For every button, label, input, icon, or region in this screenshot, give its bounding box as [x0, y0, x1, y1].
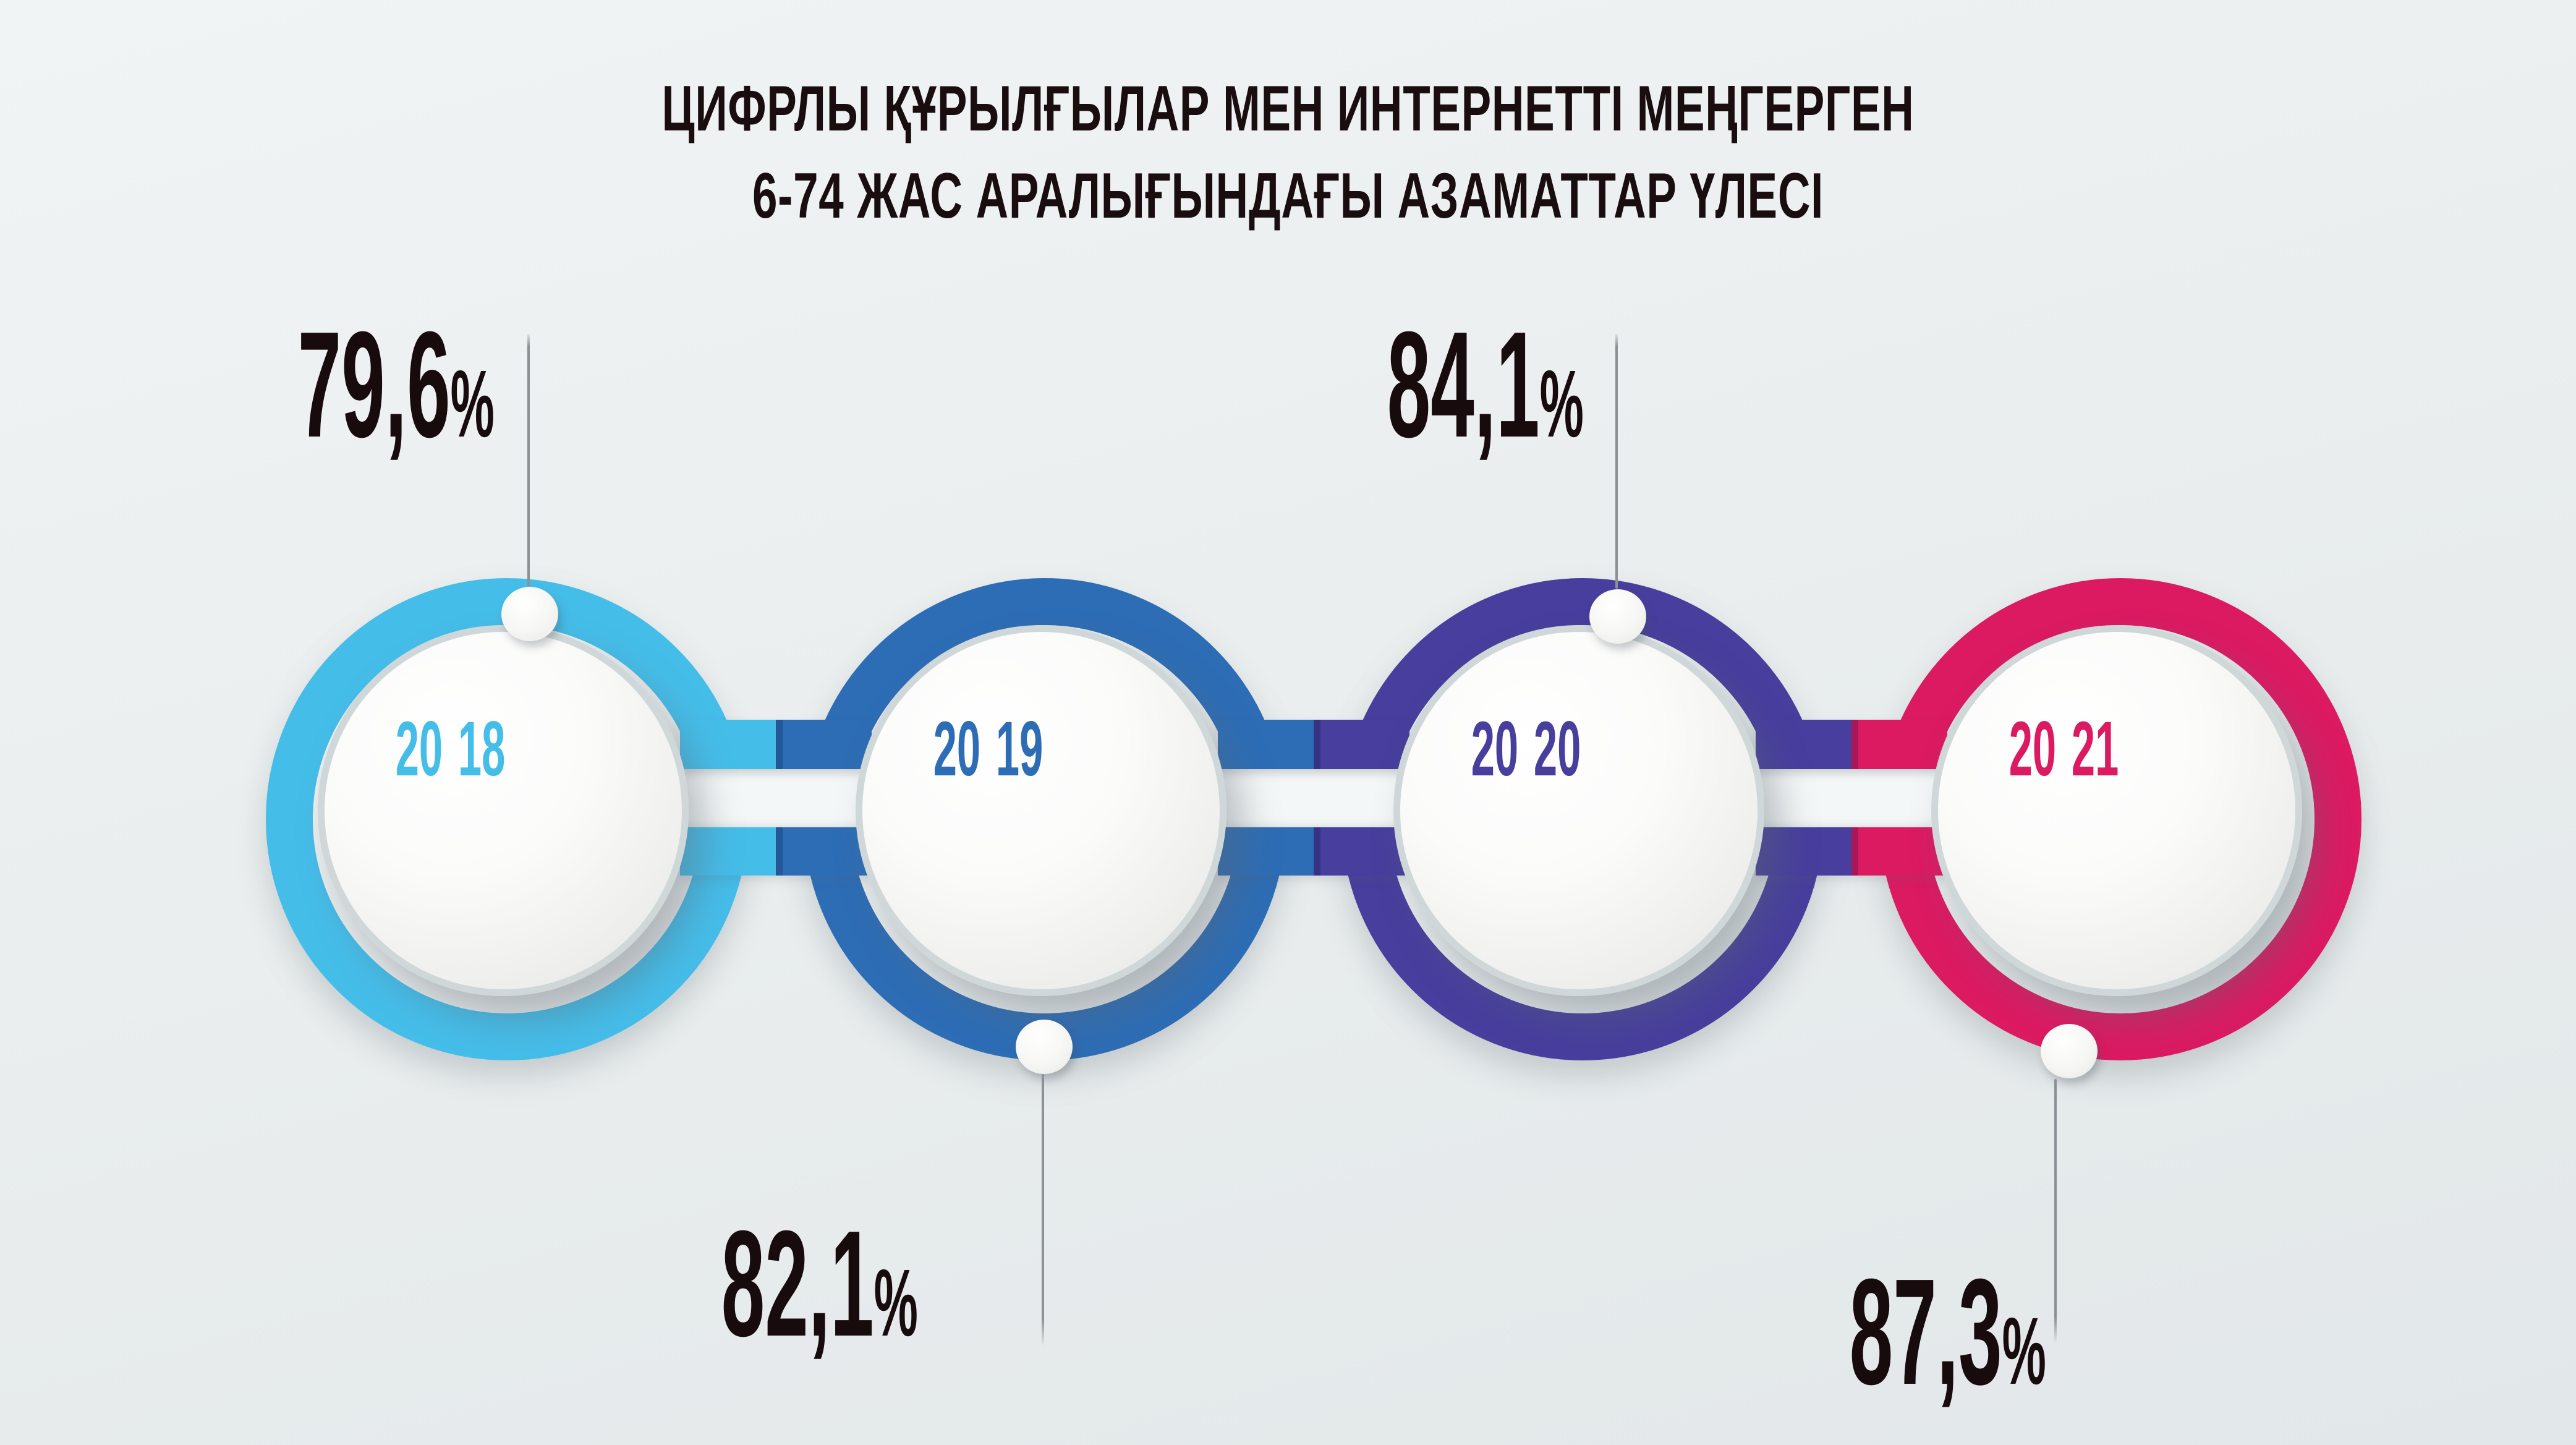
chart-title: ЦИФРЛЫ ҚҰРЫЛҒЫЛАР МЕН ИНТЕРНЕТТІ МЕҢГЕРГ…: [0, 66, 2576, 240]
value-label-2020: 84,1%: [1387, 309, 1584, 460]
value-label-2018: 79,6%: [298, 309, 495, 460]
year-disc-2020: 20 20: [1393, 625, 1764, 996]
year-label-2021: 20 21: [2009, 710, 2119, 788]
percent-sign-2018: %: [450, 351, 495, 457]
connector-bar-bottom-2018-2019: [680, 827, 872, 876]
value-number-2019: 82,1: [721, 1199, 874, 1368]
value-label-2019: 82,1%: [721, 1208, 918, 1359]
marker-dot-2019: [1016, 1020, 1073, 1074]
connector-bar-bottom-2019-2020: [1218, 827, 1409, 876]
year-label-2019-part2: 19: [996, 705, 1044, 792]
pointer-line-2020: [1615, 334, 1618, 589]
year-label-2020-part2: 20: [1534, 705, 1581, 792]
connector-bar-bottom-2020-2021: [1756, 827, 1947, 876]
year-label-2018-part1: 20: [396, 705, 443, 792]
pointer-line-2019: [1042, 1074, 1044, 1346]
pointer-line-2021: [2054, 1079, 2057, 1344]
year-label-2020: 20 20: [1471, 710, 1581, 788]
marker-dot-2018: [501, 587, 558, 641]
year-disc-2019: 20 19: [856, 625, 1226, 996]
connector-bar-top-2019-2020: [1218, 720, 1409, 769]
year-label-2021-part1: 20: [2009, 705, 2057, 792]
connector-bar-top-2020-2021: [1756, 720, 1947, 769]
year-label-2019-part1: 20: [933, 705, 981, 792]
chart-title-line1: ЦИФРЛЫ ҚҰРЫЛҒЫЛАР МЕН ИНТЕРНЕТТІ МЕҢГЕРГ…: [661, 73, 1915, 145]
value-number-2018: 79,6: [297, 300, 451, 469]
marker-dot-2021: [2041, 1024, 2098, 1078]
year-disc-2018: 20 18: [318, 625, 689, 996]
timeline-band: [507, 767, 2120, 830]
year-disc-2021: 20 21: [1931, 625, 2302, 996]
value-number-2020: 84,1: [1387, 300, 1540, 469]
year-label-2018-part2: 18: [458, 705, 506, 792]
pointer-line-2018: [527, 334, 530, 586]
value-number-2021: 87,3: [1849, 1247, 2002, 1416]
year-label-2018: 20 18: [396, 710, 506, 788]
year-label-2019: 20 19: [933, 710, 1044, 788]
percent-sign-2020: %: [1539, 351, 1584, 457]
connector-bar-top-2018-2019: [680, 720, 872, 769]
percent-sign-2019: %: [874, 1250, 918, 1356]
value-label-2021: 87,3%: [1850, 1256, 2046, 1407]
percent-sign-2021: %: [2002, 1298, 2046, 1404]
year-label-2021-part2: 21: [2072, 705, 2119, 792]
year-label-2020-part1: 20: [1471, 705, 1519, 792]
marker-dot-2020: [1589, 589, 1646, 644]
chart-title-line2: 6-74 ЖАС АРАЛЫҒЫНДАҒЫ АЗАМАТТАР ҮЛЕСІ: [752, 160, 1824, 232]
